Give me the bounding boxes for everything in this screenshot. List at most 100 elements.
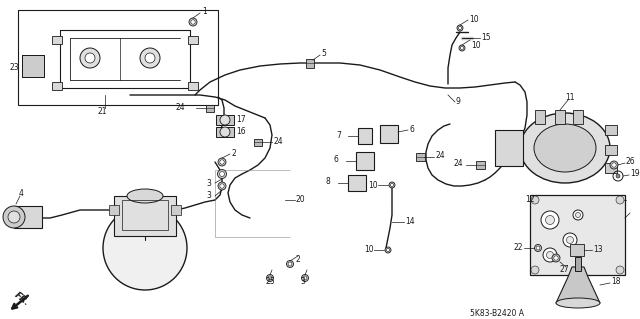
Circle shape xyxy=(531,266,539,274)
Circle shape xyxy=(140,48,160,68)
Bar xyxy=(575,257,581,271)
Text: 27: 27 xyxy=(560,265,570,275)
Ellipse shape xyxy=(520,113,610,183)
Bar xyxy=(14,206,42,228)
Bar xyxy=(358,128,372,144)
Text: 5K83-B2420 A: 5K83-B2420 A xyxy=(470,308,524,317)
Text: 15: 15 xyxy=(481,33,491,41)
Text: 4: 4 xyxy=(19,189,24,197)
Circle shape xyxy=(460,46,463,50)
Ellipse shape xyxy=(127,189,163,203)
Circle shape xyxy=(85,53,95,63)
Text: 24: 24 xyxy=(176,103,186,113)
Circle shape xyxy=(552,254,560,262)
Circle shape xyxy=(616,266,624,274)
Circle shape xyxy=(616,174,620,178)
Text: 2: 2 xyxy=(231,149,236,158)
Text: 8: 8 xyxy=(326,177,331,187)
Polygon shape xyxy=(556,267,600,303)
Text: 6: 6 xyxy=(334,155,339,165)
Circle shape xyxy=(389,182,395,188)
Bar xyxy=(535,110,545,124)
Circle shape xyxy=(266,275,273,281)
Bar xyxy=(605,125,617,135)
Text: FR.: FR. xyxy=(13,290,31,308)
Text: 10: 10 xyxy=(368,181,378,189)
Text: 11: 11 xyxy=(565,93,575,101)
Text: 24: 24 xyxy=(454,160,463,168)
Text: 12: 12 xyxy=(525,196,534,204)
Text: 22: 22 xyxy=(514,242,524,251)
Bar xyxy=(356,152,374,170)
Circle shape xyxy=(457,25,463,31)
Bar xyxy=(122,200,168,230)
Text: 6: 6 xyxy=(409,124,414,133)
Bar xyxy=(605,163,617,173)
Text: 24: 24 xyxy=(273,137,283,146)
Bar xyxy=(216,127,234,137)
Circle shape xyxy=(218,169,227,179)
Text: 14: 14 xyxy=(405,217,415,226)
Circle shape xyxy=(288,262,292,266)
Bar xyxy=(348,175,366,191)
Circle shape xyxy=(534,244,541,251)
Text: 10: 10 xyxy=(364,246,374,255)
Circle shape xyxy=(220,184,224,188)
Circle shape xyxy=(541,211,559,229)
Text: 13: 13 xyxy=(593,244,603,254)
Bar xyxy=(206,105,214,112)
Circle shape xyxy=(575,212,580,218)
Circle shape xyxy=(390,183,394,187)
Ellipse shape xyxy=(556,298,600,308)
Circle shape xyxy=(80,48,100,68)
Circle shape xyxy=(220,160,224,164)
Circle shape xyxy=(610,161,618,169)
Circle shape xyxy=(545,216,554,225)
Bar xyxy=(18,10,218,105)
Circle shape xyxy=(191,20,195,24)
Bar xyxy=(415,153,424,161)
Bar xyxy=(216,115,234,125)
Text: 26: 26 xyxy=(626,158,636,167)
Circle shape xyxy=(566,236,573,243)
Circle shape xyxy=(543,248,557,262)
Circle shape xyxy=(458,26,461,30)
Text: 1: 1 xyxy=(202,8,207,17)
Text: 7: 7 xyxy=(336,130,341,139)
Circle shape xyxy=(563,233,577,247)
Text: 3: 3 xyxy=(300,278,305,286)
Circle shape xyxy=(218,182,226,190)
Text: 25: 25 xyxy=(266,277,276,286)
Circle shape xyxy=(8,211,20,223)
Text: 23: 23 xyxy=(10,63,20,71)
Bar xyxy=(476,161,484,169)
Circle shape xyxy=(303,276,307,280)
Circle shape xyxy=(220,172,225,176)
Bar xyxy=(570,244,584,256)
Text: 2: 2 xyxy=(295,255,300,263)
Circle shape xyxy=(220,115,230,125)
Text: 24: 24 xyxy=(435,152,445,160)
Circle shape xyxy=(531,196,539,204)
Circle shape xyxy=(554,256,558,260)
Bar xyxy=(555,110,565,124)
Circle shape xyxy=(145,53,155,63)
Text: 17: 17 xyxy=(236,115,246,124)
Circle shape xyxy=(573,210,583,220)
Bar xyxy=(52,82,62,90)
Bar xyxy=(573,110,583,124)
Text: 3: 3 xyxy=(206,179,211,188)
Bar xyxy=(171,205,181,215)
Text: 21: 21 xyxy=(98,108,108,116)
Bar xyxy=(22,55,44,77)
Circle shape xyxy=(385,247,391,253)
Circle shape xyxy=(301,275,308,281)
Circle shape xyxy=(536,246,540,250)
Circle shape xyxy=(218,158,226,166)
Circle shape xyxy=(220,127,230,137)
Text: 10: 10 xyxy=(471,41,481,49)
Bar xyxy=(114,196,176,236)
Bar xyxy=(380,125,398,143)
Text: 5: 5 xyxy=(321,49,326,58)
Circle shape xyxy=(459,45,465,51)
